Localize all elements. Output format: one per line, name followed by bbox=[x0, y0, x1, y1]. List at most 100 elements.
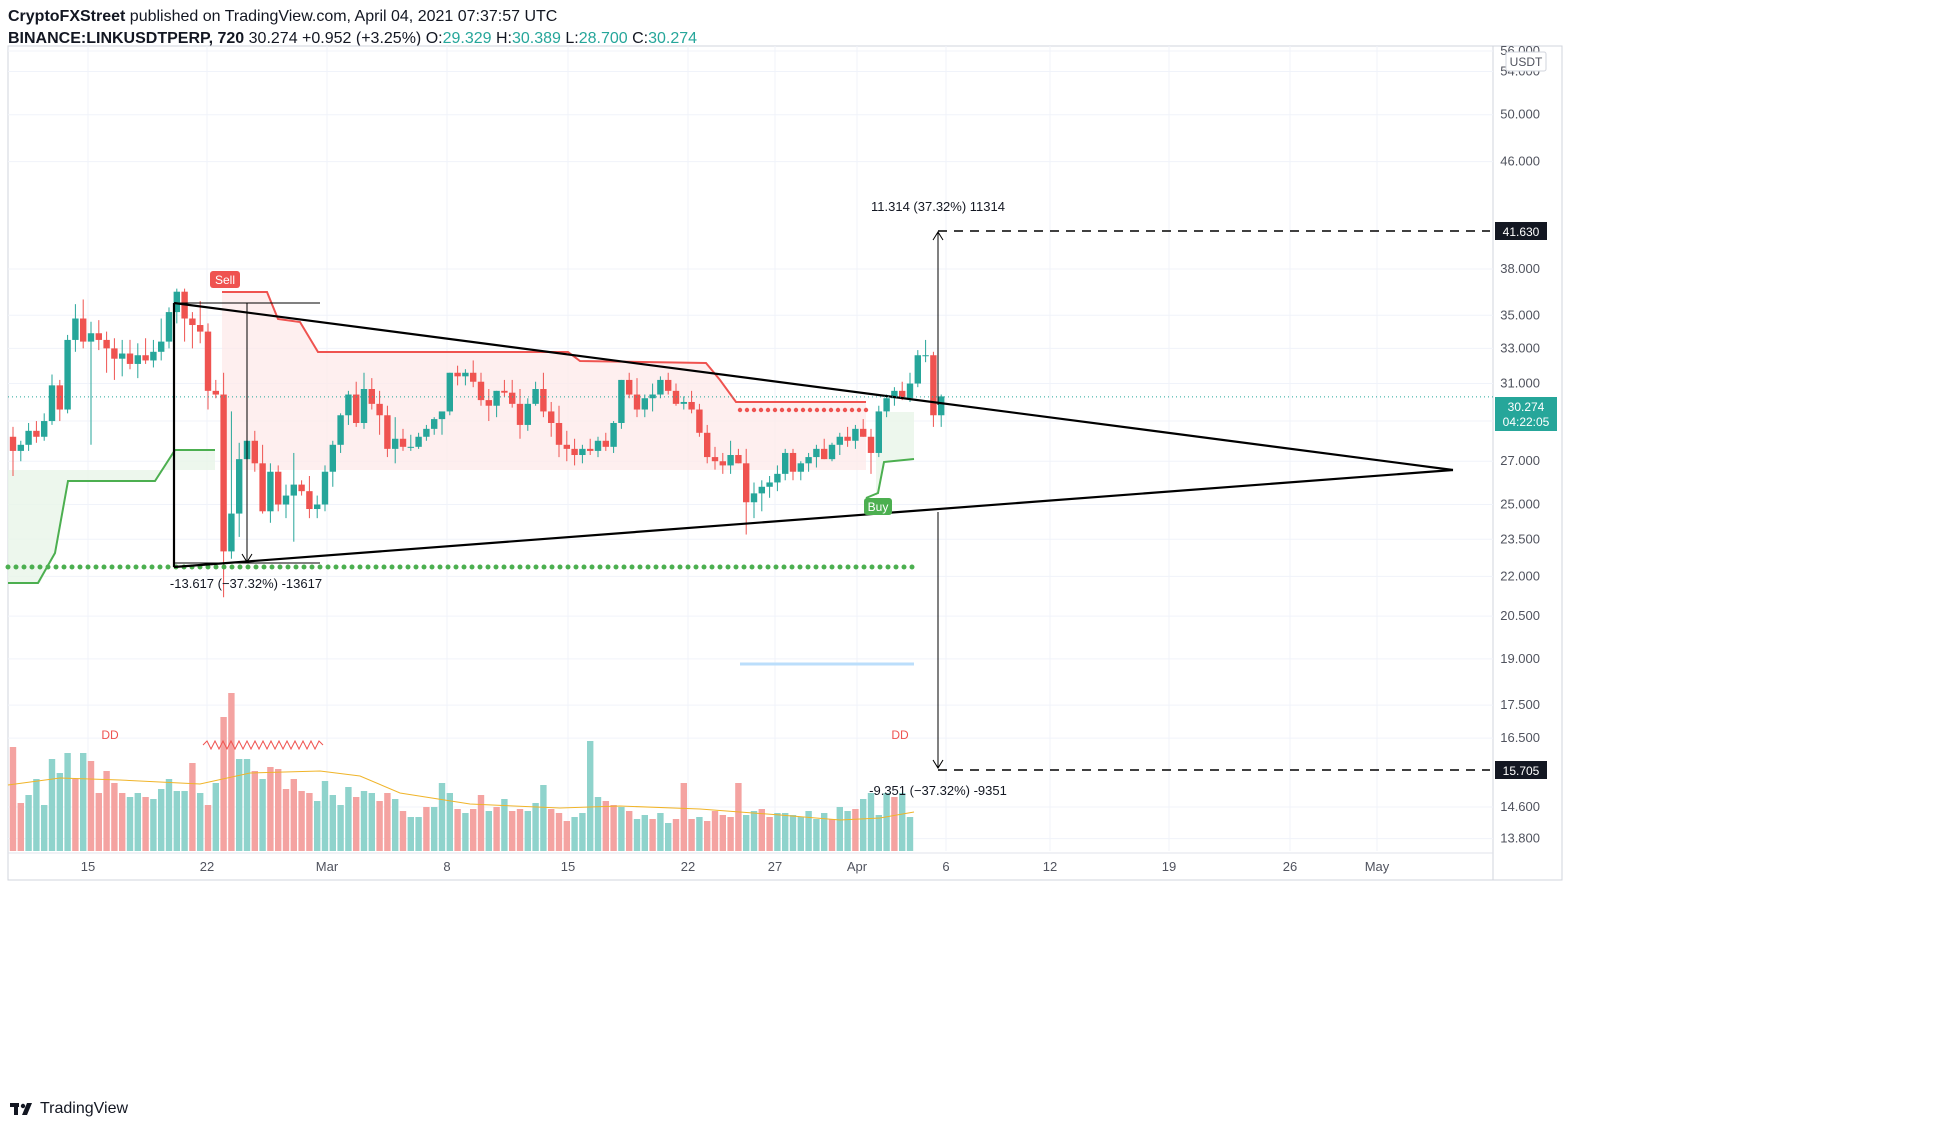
sell-signal-label: Sell bbox=[215, 273, 235, 287]
upper-target-tag[interactable] bbox=[1495, 222, 1547, 240]
candle-body bbox=[774, 473, 781, 483]
volume-bar bbox=[875, 815, 882, 851]
candle-body bbox=[197, 325, 204, 332]
support-dot bbox=[477, 564, 483, 570]
currency-badge[interactable] bbox=[1505, 51, 1547, 72]
last-price: 30.274 bbox=[248, 30, 298, 47]
lower-measure-arrow bbox=[932, 759, 944, 769]
low-value: 28.700 bbox=[578, 30, 628, 47]
volume-bar bbox=[899, 793, 906, 851]
volume-bar bbox=[844, 811, 851, 851]
upper-measure-label: 11.314 (37.32%) 11314 bbox=[871, 199, 1005, 214]
volume-bar bbox=[797, 817, 804, 851]
volume-bar bbox=[204, 805, 212, 851]
candle-body bbox=[540, 389, 547, 412]
volume-bar bbox=[189, 763, 196, 851]
tradingview-logo-icon[interactable] bbox=[10, 1101, 34, 1117]
candle-body bbox=[212, 390, 219, 395]
candle-body bbox=[150, 351, 157, 361]
support-dot bbox=[645, 564, 651, 570]
volume-bar bbox=[438, 783, 446, 851]
support-dot bbox=[453, 564, 459, 570]
volume-bar bbox=[407, 817, 414, 851]
candle-body bbox=[415, 436, 422, 447]
price-tick-label: 22.000 bbox=[1500, 568, 1540, 583]
resistance-dot bbox=[793, 407, 799, 413]
candle-body bbox=[80, 318, 87, 342]
support-dot bbox=[373, 564, 379, 570]
support-dot bbox=[277, 564, 283, 570]
candle-body bbox=[282, 495, 290, 505]
footer-brand[interactable]: TradingView bbox=[40, 1100, 129, 1117]
support-dot bbox=[893, 564, 899, 570]
support-dot bbox=[837, 564, 843, 570]
price-tick-label: 33.000 bbox=[1500, 340, 1540, 355]
support-dot bbox=[421, 564, 427, 570]
support-dot bbox=[237, 564, 243, 570]
candle-body bbox=[618, 379, 625, 423]
buy-signal-badge[interactable] bbox=[864, 498, 892, 515]
support-dot bbox=[525, 564, 531, 570]
candle-body bbox=[165, 312, 173, 342]
buy-signal-label: Buy bbox=[868, 500, 889, 514]
volume-bar bbox=[571, 817, 578, 851]
support-dot bbox=[13, 564, 19, 570]
volume-bar bbox=[750, 811, 758, 851]
volume-bar bbox=[126, 797, 134, 851]
lower-target-tag[interactable] bbox=[1495, 761, 1547, 779]
candle-body bbox=[56, 385, 63, 410]
resistance-dot bbox=[772, 407, 778, 413]
candle-body bbox=[719, 461, 726, 466]
resistance-dot bbox=[849, 407, 855, 413]
candle-body bbox=[17, 444, 24, 451]
date-tick-label: 15 bbox=[561, 859, 575, 874]
lower-target-label: 15.705 bbox=[1503, 764, 1540, 778]
zigzag-annotation bbox=[202, 739, 324, 751]
volume-bar bbox=[805, 811, 812, 851]
resistance-dot bbox=[786, 407, 792, 413]
symbol-name[interactable]: BINANCE:LINKUSDTPERP, 720 bbox=[8, 30, 245, 47]
volume-bar bbox=[298, 791, 305, 851]
support-dot bbox=[389, 564, 395, 570]
candle-body bbox=[314, 504, 321, 510]
support-dot bbox=[21, 564, 27, 570]
volume-bar bbox=[228, 693, 235, 851]
volume-bar bbox=[41, 805, 48, 851]
resistance-dot bbox=[807, 407, 813, 413]
date-tick-label: 12 bbox=[1043, 859, 1057, 874]
candle-body bbox=[384, 415, 391, 449]
volume-bar bbox=[290, 779, 297, 851]
author-name[interactable]: CryptoFXStreet bbox=[8, 8, 126, 25]
volume-bar bbox=[87, 761, 95, 851]
candle-body bbox=[883, 398, 890, 412]
last-price-tag[interactable] bbox=[1495, 397, 1557, 431]
volume-bar bbox=[423, 807, 430, 851]
support-dot bbox=[661, 564, 667, 570]
support-dot bbox=[517, 564, 523, 570]
volume-bar bbox=[345, 787, 352, 851]
support-dot bbox=[461, 564, 467, 570]
candle-body bbox=[407, 446, 414, 448]
support-dot bbox=[573, 564, 579, 570]
support-dot bbox=[469, 564, 475, 570]
candle-body bbox=[251, 440, 258, 464]
price-tick-label: 23.500 bbox=[1500, 531, 1540, 546]
volume-bar bbox=[134, 793, 141, 851]
volume-bar bbox=[548, 809, 555, 851]
supertrend-buy-line-late bbox=[865, 458, 915, 499]
candle-body bbox=[142, 355, 149, 361]
volume-bar bbox=[376, 801, 383, 851]
price-tick-label: 16.500 bbox=[1500, 730, 1540, 745]
support-dot bbox=[749, 564, 755, 570]
currency-label: USDT bbox=[1510, 55, 1543, 69]
candle-body bbox=[899, 390, 906, 399]
candle-body bbox=[867, 436, 875, 453]
volume-bar bbox=[501, 799, 508, 851]
support-dot bbox=[301, 564, 307, 570]
support-dot bbox=[765, 564, 771, 570]
sell-signal-badge[interactable] bbox=[210, 271, 240, 288]
candle-body bbox=[485, 400, 492, 406]
support-dot bbox=[565, 564, 571, 570]
candle-body bbox=[789, 452, 797, 472]
